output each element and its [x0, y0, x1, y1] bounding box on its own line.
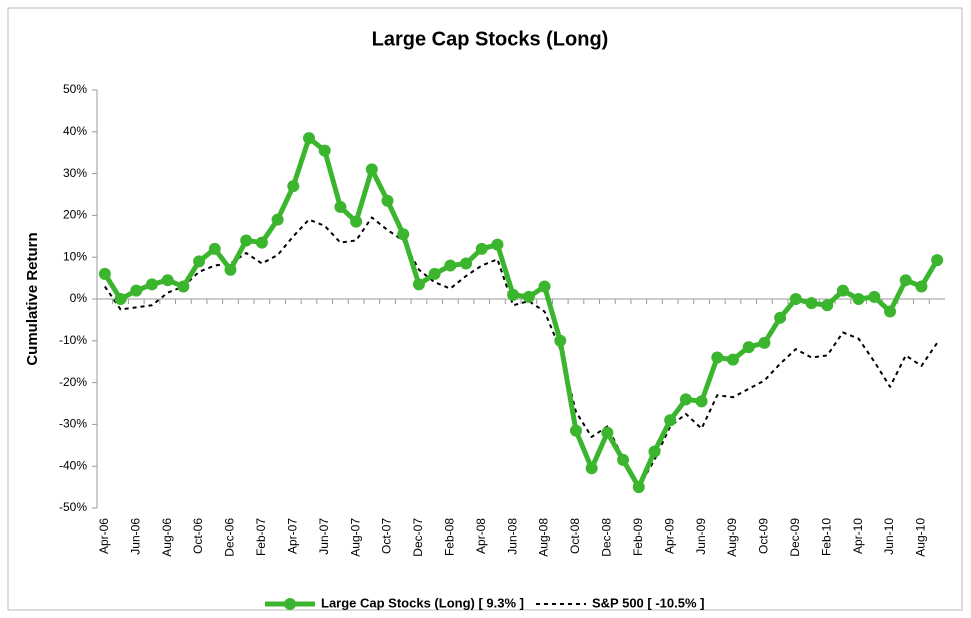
y-tick-label: -40%: [59, 458, 87, 472]
x-tick-label: Apr-08: [474, 518, 488, 554]
point: [852, 293, 865, 305]
x-tick-label: Jun-09: [694, 518, 708, 555]
x-tick-label: Dec-09: [788, 518, 802, 557]
x-tick-label: Aug-08: [537, 518, 551, 557]
x-tick-label: Apr-07: [285, 518, 299, 554]
x-tick-label: Aug-07: [348, 518, 362, 557]
point: [522, 290, 535, 303]
point: [585, 462, 598, 475]
point: [727, 353, 739, 366]
y-tick-label: -30%: [59, 417, 87, 431]
x-tick-label: Oct-08: [568, 518, 582, 554]
point: [695, 395, 708, 408]
point: [789, 293, 802, 305]
point: [145, 278, 158, 291]
x-tick-label: Aug-09: [725, 518, 739, 557]
x-tick-label: Oct-09: [757, 518, 771, 554]
point: [334, 201, 347, 214]
point: [287, 180, 300, 193]
legend-label: Large Cap Stocks (Long) [ 9.3% ]: [321, 595, 524, 610]
point: [318, 144, 331, 157]
x-tick-label: Feb-10: [819, 518, 833, 556]
point: [381, 194, 394, 207]
point: [758, 336, 771, 349]
chart-title: Large Cap Stocks (Long): [372, 28, 609, 50]
y-tick-label: 0%: [70, 291, 88, 305]
x-tick-label: Feb-09: [631, 518, 645, 556]
x-tick-label: Dec-06: [223, 518, 237, 557]
point: [821, 299, 834, 312]
point: [98, 267, 111, 280]
x-tick-label: Feb-07: [254, 518, 268, 556]
x-tick-label: Aug-06: [160, 518, 174, 557]
x-tick-label: Apr-10: [851, 518, 865, 554]
legend-marker: [284, 598, 296, 610]
point: [915, 280, 928, 293]
point: [444, 259, 457, 272]
y-tick-label: 20%: [63, 208, 87, 222]
x-tick-label: Apr-09: [662, 518, 676, 554]
point: [271, 213, 284, 226]
point: [460, 257, 473, 270]
x-tick-label: Dec-07: [411, 518, 425, 557]
point: [397, 228, 410, 241]
point: [130, 284, 143, 297]
point: [365, 163, 378, 176]
y-tick-label: 50%: [63, 82, 87, 96]
x-tick-label: Dec-08: [600, 518, 614, 557]
point: [774, 311, 787, 324]
x-tick-label: Feb-08: [443, 518, 457, 556]
point: [742, 341, 755, 354]
point: [648, 445, 661, 458]
point: [601, 426, 614, 439]
point: [114, 293, 127, 305]
x-tick-label: Jun-08: [505, 518, 519, 555]
chart-frame: [7, 7, 963, 611]
legend-label: S&P 500 [ -10.5% ]: [592, 595, 704, 610]
point: [491, 238, 504, 251]
point: [884, 305, 897, 318]
point: [428, 267, 441, 280]
point: [208, 242, 221, 255]
point: [711, 351, 724, 364]
point: [161, 274, 174, 287]
y-tick-label: -10%: [59, 333, 87, 347]
point: [224, 263, 237, 276]
point: [412, 278, 425, 291]
point: [569, 424, 582, 437]
point: [255, 236, 268, 249]
x-tick-label: Apr-06: [97, 518, 111, 554]
point: [538, 280, 551, 293]
point: [617, 453, 630, 466]
point: [177, 280, 190, 293]
point: [836, 284, 849, 297]
x-tick-label: Oct-07: [380, 518, 394, 554]
y-tick-label: 10%: [63, 249, 87, 263]
point: [931, 254, 944, 267]
x-tick-label: Jun-06: [128, 518, 142, 555]
x-tick-label: Aug-10: [914, 518, 928, 557]
point: [632, 481, 645, 494]
point: [664, 414, 677, 427]
point: [554, 334, 567, 347]
y-tick-label: -20%: [59, 375, 87, 389]
y-axis-label: Cumulative Return: [24, 232, 41, 365]
point: [899, 274, 912, 287]
x-tick-label: Oct-06: [191, 518, 205, 554]
point: [507, 288, 520, 301]
point: [475, 242, 488, 255]
y-tick-label: 40%: [63, 124, 87, 138]
point: [679, 393, 692, 406]
y-tick-label: -50%: [59, 500, 87, 514]
point: [805, 297, 818, 310]
point: [240, 234, 253, 247]
y-tick-label: 30%: [63, 166, 87, 180]
x-tick-label: Jun-10: [882, 518, 896, 555]
point: [350, 215, 363, 228]
point: [303, 132, 315, 145]
x-tick-label: Jun-07: [317, 518, 331, 555]
point: [193, 255, 206, 268]
point: [868, 290, 881, 303]
